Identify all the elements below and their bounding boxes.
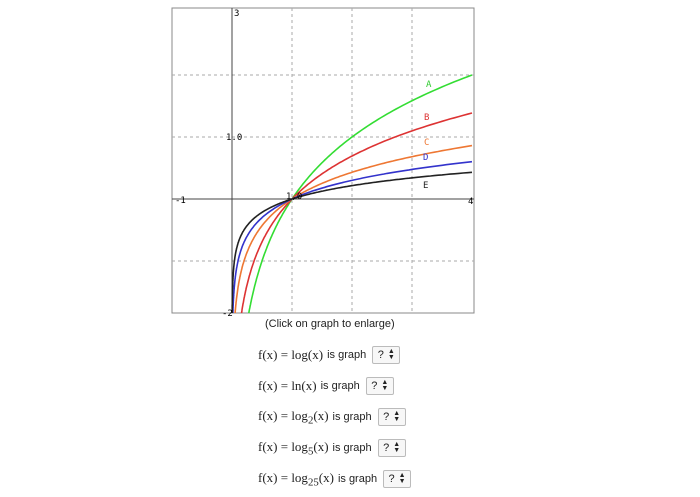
- question: f(x) = log5(x) is graph? ▲ ▼: [258, 438, 406, 458]
- question: f(x) = log(x) is graph? ▲ ▼: [258, 345, 401, 365]
- grid: [172, 8, 474, 313]
- curve: [232, 160, 473, 313]
- select-value: ?: [377, 349, 384, 361]
- answer-select[interactable]: ? ▲ ▼: [377, 408, 406, 426]
- formula-text: f(x) = log: [258, 469, 308, 485]
- graph[interactable]: 3 1.0 -1 4 1,0 -2 A B C D E: [0, 0, 700, 320]
- formula: f(x) = log5(x): [258, 439, 329, 458]
- curve: [234, 144, 473, 313]
- question: f(x) = log2(x) is graph? ▲ ▼: [258, 407, 406, 427]
- curve: [240, 112, 473, 313]
- formula: f(x) = log(x): [258, 347, 323, 363]
- axis-label: -1: [175, 196, 186, 206]
- formula-text: f(x) = log: [258, 438, 308, 454]
- formula-text: f(x) = log(x): [258, 347, 324, 362]
- answer-select[interactable]: ? ▲ ▼: [377, 439, 406, 457]
- question: f(x) = log25(x) is graph? ▲ ▼: [258, 469, 412, 489]
- select-value: ?: [383, 442, 390, 454]
- curve-label: E: [423, 181, 428, 191]
- formula-text: f(x) = log: [258, 407, 308, 423]
- curve: [231, 171, 473, 313]
- answer-select[interactable]: ? ▲ ▼: [372, 346, 401, 364]
- formula-text: f(x) = ln(x): [258, 378, 317, 393]
- select-arrows: ▲ ▼: [398, 472, 406, 485]
- formula: f(x) = ln(x): [258, 378, 317, 394]
- curve-label: C: [424, 138, 429, 148]
- formula: f(x) = log25(x): [258, 470, 334, 489]
- curve-label: D: [423, 153, 428, 163]
- formula-text: (x): [313, 407, 329, 423]
- curve-label: A: [426, 80, 432, 90]
- formula-text: (x): [313, 438, 329, 454]
- graph-frame: [171, 7, 475, 314]
- curve: [247, 74, 473, 313]
- select-arrows: ▲ ▼: [381, 379, 389, 392]
- select-arrows: ▲ ▼: [393, 410, 401, 423]
- caption: (Click on graph to enlarge): [265, 318, 395, 330]
- formula-text: (x): [318, 469, 334, 485]
- question-text: is graph: [332, 411, 372, 423]
- formula: f(x) = log2(x): [258, 408, 329, 427]
- question-text: is graph: [337, 473, 378, 485]
- select-value: ?: [388, 473, 395, 485]
- question-text: is graph: [332, 442, 372, 454]
- axis-label: 4: [468, 197, 473, 207]
- select-arrows: ▲ ▼: [393, 441, 401, 454]
- select-arrows: ▲ ▼: [387, 348, 395, 361]
- formula-base: 5: [307, 445, 314, 458]
- axis-label: 3: [234, 9, 239, 19]
- formula-base: 25: [307, 476, 319, 489]
- question: f(x) = ln(x) is graph? ▲ ▼: [258, 376, 394, 396]
- select-value: ?: [371, 380, 378, 392]
- axis-label: 1,0: [286, 192, 302, 202]
- answer-select[interactable]: ? ▲ ▼: [365, 377, 394, 395]
- axis-label: 1.0: [226, 133, 242, 143]
- formula-base: 2: [307, 414, 314, 427]
- question-text: is graph: [320, 380, 360, 392]
- curves: [231, 74, 473, 313]
- axis-label: -2: [222, 309, 233, 319]
- question-text: is graph: [327, 349, 367, 361]
- curve-label: B: [424, 113, 429, 123]
- answer-select[interactable]: ? ▲ ▼: [383, 470, 412, 488]
- select-value: ?: [383, 411, 390, 423]
